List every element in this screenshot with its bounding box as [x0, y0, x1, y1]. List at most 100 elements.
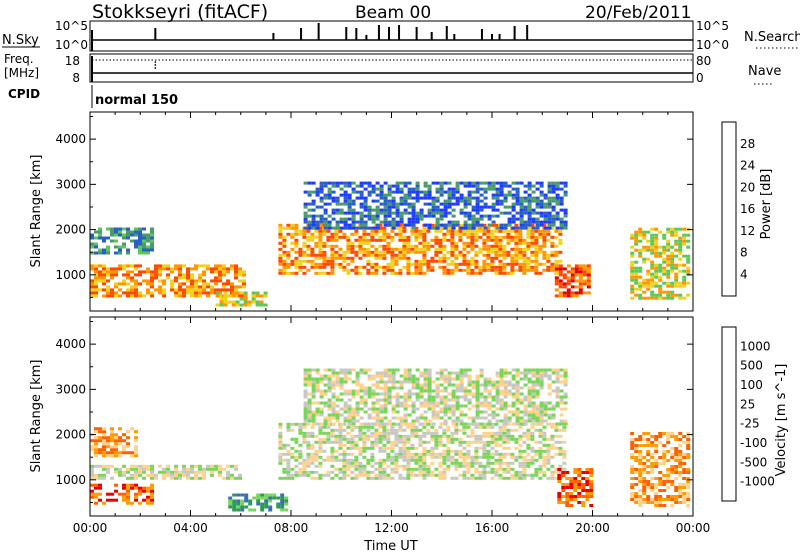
echo-cell [646, 498, 651, 501]
echo-cell [466, 464, 471, 468]
echo-cell [307, 226, 312, 230]
echo-cell [342, 461, 347, 465]
echo-cell [443, 202, 448, 206]
echo-cell [174, 294, 178, 298]
echo-cell [359, 386, 364, 390]
echo-cell [422, 232, 427, 236]
echo-cell [118, 264, 122, 268]
ytick-label: 2000 [55, 223, 86, 237]
echo-cell [419, 413, 424, 417]
echo-cell [252, 508, 257, 512]
echo-cell [498, 262, 503, 266]
echo-cell [371, 217, 376, 221]
echo-cell [327, 413, 332, 417]
echo-cell [106, 291, 110, 295]
echo-cell [338, 458, 343, 462]
echo-cell [378, 431, 383, 435]
echo-cell [507, 416, 512, 420]
echo-cell [178, 285, 182, 289]
echo-cell [658, 456, 663, 459]
echo-cell [306, 431, 311, 435]
echo-cell [134, 470, 138, 474]
echo-cell [486, 232, 491, 236]
echo-cell [318, 235, 323, 239]
echo-cell [383, 208, 388, 212]
echo-cell [559, 419, 564, 423]
echo-cell [374, 265, 379, 269]
echo-cell [371, 184, 376, 188]
echo-cell [458, 238, 463, 242]
echo-cell [334, 467, 339, 471]
echo-cell [422, 425, 427, 429]
echo-cell [459, 368, 464, 372]
echo-cell [194, 285, 198, 289]
echo-cell [146, 248, 150, 252]
echo-cell [383, 407, 388, 411]
echo-cell [475, 199, 480, 203]
echo-cell [350, 425, 355, 429]
echo-cell [471, 419, 476, 423]
echo-cell [202, 270, 206, 274]
echo-cell [514, 253, 519, 257]
echo-cell [558, 241, 563, 245]
echo-cell [475, 383, 480, 387]
echo-cell [342, 259, 347, 263]
echo-cell [367, 208, 372, 212]
echo-cell [674, 263, 679, 267]
echo-cell [451, 389, 456, 393]
echo-cell [414, 262, 419, 266]
echo-cell [251, 294, 256, 298]
echo-cell [331, 407, 336, 411]
echo-cell [527, 193, 532, 197]
echo-cell [569, 495, 574, 498]
echo-cell [418, 440, 423, 444]
echo-cell [494, 241, 499, 245]
echo-cell [407, 395, 412, 399]
echo-cell [467, 398, 472, 402]
echo-cell [298, 253, 303, 257]
echo-cell [426, 440, 431, 444]
echo-cell [110, 233, 114, 237]
station-title: Stokkseyri (fitACF) [92, 1, 268, 23]
xtick-label: 00:00 [73, 521, 108, 535]
echo-cell [330, 428, 335, 432]
echo-cell [686, 245, 691, 249]
echo-cell [363, 187, 368, 191]
echo-cell [447, 202, 452, 206]
echo-cell [394, 226, 399, 230]
echo-cell [562, 455, 567, 459]
echo-cell [298, 452, 303, 456]
echo-cell [126, 264, 130, 268]
echo-cell [422, 476, 427, 480]
echo-cell [374, 431, 379, 435]
echo-cell [403, 407, 408, 411]
echo-cell [386, 250, 391, 254]
echo-cell [470, 271, 475, 275]
echo-cell [347, 202, 352, 206]
echo-cell [286, 461, 291, 465]
echo-cell [330, 449, 335, 453]
echo-cell [439, 223, 444, 227]
echo-cell [586, 273, 591, 277]
echo-cell [459, 380, 464, 384]
cpid-label: CPID [8, 87, 40, 101]
echo-cell [98, 264, 102, 268]
echo-cell [102, 273, 106, 277]
echo-cell [343, 416, 348, 420]
echo-cell [138, 251, 142, 255]
velocity-xticks: 00:00 04:00 08:00 12:00 16:00 20:00 00:00 [73, 317, 710, 535]
echo-cell [502, 452, 507, 456]
echo-cell [230, 288, 234, 292]
echo-cell [546, 232, 551, 236]
echo-cell [530, 253, 535, 257]
echo-cell [562, 291, 567, 295]
echo-cell [514, 241, 519, 245]
echo-cell [236, 502, 241, 506]
echo-cell [276, 502, 281, 506]
echo-cell [662, 257, 667, 261]
echo-cell [322, 241, 327, 245]
echo-cell [334, 238, 339, 242]
echo-cell [557, 492, 562, 495]
echo-cell [367, 395, 372, 399]
echo-cell [682, 462, 687, 465]
